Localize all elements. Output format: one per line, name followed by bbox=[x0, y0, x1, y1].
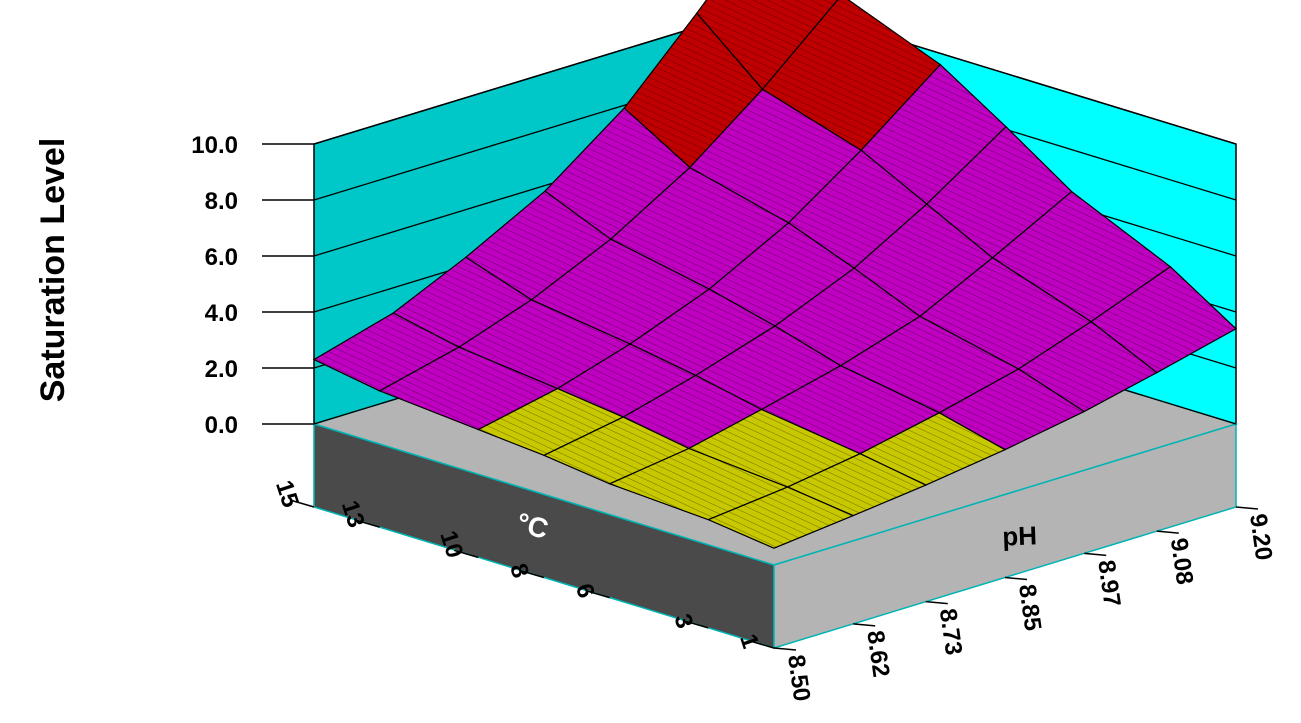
ph-tick bbox=[1084, 552, 1107, 557]
temperature-tick bbox=[289, 499, 315, 508]
surface-cell-hatch bbox=[840, 316, 1019, 413]
temperature-tick bbox=[749, 640, 775, 649]
surface-cell-hatch bbox=[919, 257, 1092, 369]
temperature-tick-label: 15 bbox=[270, 477, 304, 511]
surface-cell-hatch bbox=[860, 412, 1005, 486]
surface-cell-hatch bbox=[926, 126, 1072, 258]
z-tick-label: 8.0 bbox=[205, 188, 238, 215]
z-tick-label: 4.0 bbox=[205, 300, 238, 327]
surface-cell-hatch bbox=[709, 222, 855, 326]
ph-tick bbox=[1235, 506, 1259, 510]
ph-tick bbox=[1004, 576, 1028, 581]
surface-cell-hatch bbox=[545, 108, 690, 240]
surface-mesh bbox=[312, 0, 1238, 549]
surface-cell-hatch bbox=[695, 326, 841, 410]
surface-cell-hatch bbox=[531, 239, 710, 344]
ph-tick-label: 8.50 bbox=[782, 653, 815, 703]
surface-cell-hatch bbox=[458, 299, 631, 389]
surface-cell-hatch bbox=[623, 375, 762, 449]
surface-cell-hatch bbox=[1091, 266, 1236, 373]
ph-tick-label: 8.85 bbox=[1013, 583, 1046, 633]
surface-cell-hatch bbox=[624, 13, 763, 168]
temperature-tick bbox=[519, 569, 545, 579]
surface-cell-hatch bbox=[393, 257, 532, 348]
z-axis-title: Saturation Level bbox=[34, 138, 72, 403]
surface-cell-hatch bbox=[775, 268, 920, 366]
surface-cell-hatch bbox=[939, 369, 1085, 450]
ph-tick bbox=[925, 600, 948, 605]
ph-tick bbox=[773, 647, 797, 651]
surface-cell-hatch bbox=[762, 0, 941, 151]
surface-cell-hatch bbox=[379, 347, 558, 430]
z-tick-label: 6.0 bbox=[205, 244, 238, 271]
surface-cell-hatch bbox=[787, 453, 926, 516]
z-tick-label: 10.0 bbox=[191, 132, 238, 159]
axes bbox=[262, 143, 1259, 651]
surface-cell-hatch bbox=[696, 0, 838, 90]
ph-tick-label: 8.62 bbox=[861, 629, 894, 679]
surface-cell-hatch bbox=[688, 409, 861, 488]
surface-cell-hatch bbox=[609, 448, 788, 520]
ph-tick-label: 8.73 bbox=[934, 607, 967, 657]
surface-cell-hatch bbox=[861, 64, 1006, 205]
surface-cell-hatch bbox=[854, 204, 993, 317]
ph-tick bbox=[853, 623, 876, 627]
ph-tick-label: 8.97 bbox=[1092, 558, 1125, 608]
surface-cell-hatch bbox=[1018, 321, 1157, 412]
ph-tick bbox=[1156, 530, 1179, 534]
surface-cell-hatch bbox=[788, 150, 927, 269]
ph-tick-label: 9.08 bbox=[1165, 536, 1198, 586]
surface-cell-hatch bbox=[689, 89, 862, 223]
surface-cell-hatch bbox=[630, 289, 775, 376]
temperature-tick bbox=[355, 519, 380, 528]
surface-cell-hatch bbox=[992, 191, 1171, 322]
chart-base bbox=[313, 422, 1237, 650]
surface-cell-hatch bbox=[708, 487, 854, 549]
surface-cell-hatch bbox=[610, 167, 789, 290]
surface-cell-hatch bbox=[314, 313, 459, 391]
surface-cell-hatch bbox=[544, 417, 689, 484]
surface-cell-hatch bbox=[465, 191, 611, 300]
temperature-tick bbox=[684, 620, 709, 629]
temperature-tick bbox=[454, 549, 479, 559]
temperature-tick bbox=[585, 589, 610, 599]
z-tick-label: 0.0 bbox=[205, 412, 238, 439]
surface-cell-hatch bbox=[557, 344, 696, 418]
surface-cell-hatch bbox=[761, 365, 940, 454]
ph-tick-label: 9.20 bbox=[1244, 512, 1277, 562]
surface-cell-hatch bbox=[478, 388, 624, 456]
ph-axis-title: pH bbox=[1002, 520, 1038, 551]
z-tick-label: 2.0 bbox=[205, 356, 238, 383]
